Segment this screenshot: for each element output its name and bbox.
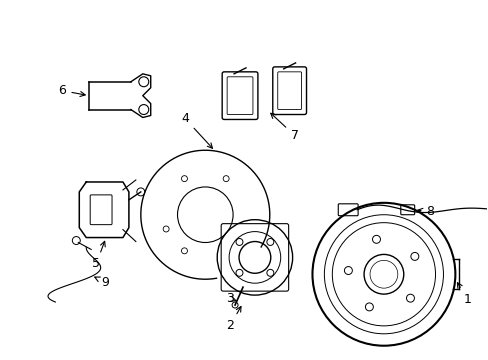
Text: 2: 2 bbox=[226, 306, 241, 332]
Text: 4: 4 bbox=[181, 112, 212, 148]
Text: 3: 3 bbox=[226, 292, 236, 305]
Text: 8: 8 bbox=[417, 205, 434, 218]
Text: 7: 7 bbox=[270, 113, 298, 142]
Text: 9: 9 bbox=[95, 276, 109, 289]
Text: 1: 1 bbox=[456, 283, 470, 306]
Text: 6: 6 bbox=[59, 84, 85, 97]
Text: 5: 5 bbox=[92, 241, 105, 270]
